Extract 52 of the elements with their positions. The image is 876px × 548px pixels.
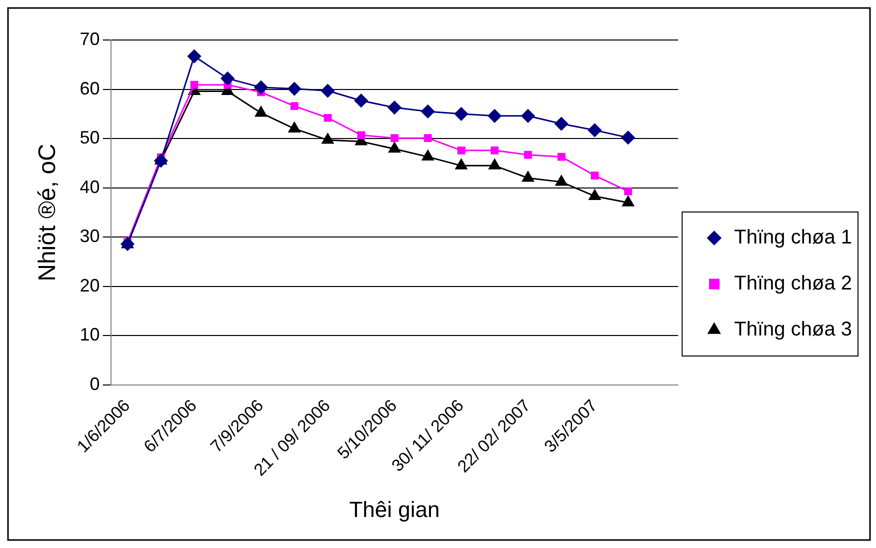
legend-label: Thïng chøa 2 [734, 272, 852, 295]
point [622, 196, 634, 206]
point [188, 50, 202, 64]
legend-label: Thïng chøa 1 [734, 226, 852, 249]
point [457, 146, 466, 154]
y-tick-label: 70 [80, 28, 100, 49]
point [521, 109, 535, 123]
legend-label: Thïng chøa 3 [734, 318, 852, 341]
y-tick-label: 0 [90, 374, 100, 394]
point [455, 158, 468, 170]
point [588, 123, 602, 137]
point [421, 104, 435, 118]
point [590, 172, 599, 180]
point [322, 133, 334, 144]
point [621, 130, 635, 144]
y-axis-title: Nhiöt ®é, oC [34, 144, 62, 282]
y-tick-label: 60 [80, 78, 100, 98]
point [424, 134, 432, 142]
point [357, 131, 366, 140]
point [354, 94, 368, 108]
y-tick-label: 30 [80, 226, 100, 246]
point [254, 80, 268, 94]
point [488, 158, 501, 170]
point [290, 102, 298, 110]
point [524, 150, 532, 159]
point [557, 152, 566, 161]
point [422, 150, 434, 161]
point [554, 117, 568, 131]
point [288, 82, 302, 96]
point [255, 106, 267, 117]
point [220, 72, 234, 86]
x-axis-title: Thêi gian [349, 496, 440, 522]
point [454, 107, 468, 121]
point [154, 154, 168, 168]
point [522, 171, 534, 182]
point [588, 189, 601, 200]
point [624, 187, 632, 196]
y-tick-label: 40 [80, 176, 100, 197]
y-tick-label: 10 [80, 324, 100, 345]
y-tick-label: 20 [80, 275, 100, 296]
point [324, 114, 332, 122]
point [555, 175, 568, 186]
point [390, 134, 398, 142]
point [190, 80, 198, 89]
point [490, 146, 499, 154]
point [288, 122, 300, 132]
point [388, 100, 402, 114]
point [488, 109, 502, 123]
y-tick-label: 50 [80, 128, 100, 148]
point [388, 142, 400, 153]
point [120, 237, 134, 251]
point [320, 84, 334, 98]
